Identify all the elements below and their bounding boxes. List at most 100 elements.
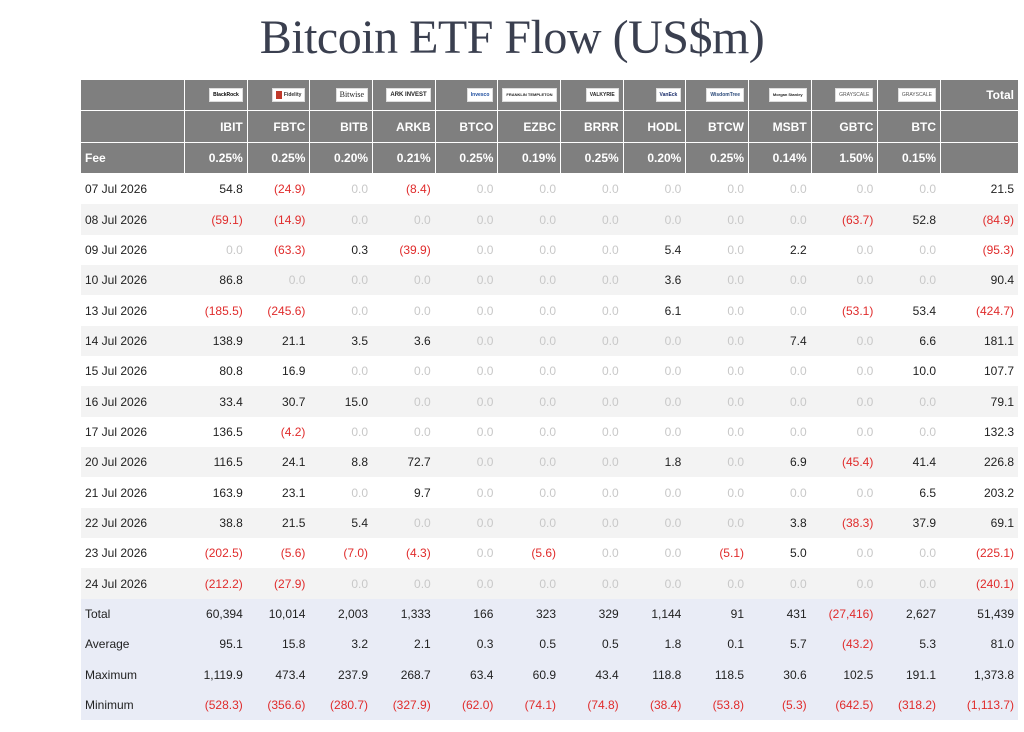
summary-rows: Total 60,394 10,014 2,003 1,333 166 323 329 1,14… — [81, 598, 1018, 721]
date-cell: 08 Jul 2026 — [81, 204, 185, 235]
issuer-logo: Fidelity — [246, 80, 310, 111]
flow-cell: 6.1 — [622, 295, 686, 326]
date-cell: 22 Jul 2026 — [81, 507, 185, 539]
flow-cell: 0.3 — [309, 234, 373, 266]
fee-total-blank — [940, 143, 1018, 174]
summary-cell: (38.4) — [622, 689, 686, 721]
bitwise-logo: Bitwise — [335, 88, 369, 103]
issuer-logo: Invesco — [434, 80, 498, 111]
table-row: 08 Jul 2026 (59.1) (14.9) 0.0 0.0 0.0 0.0 0.0 0.… — [81, 204, 1018, 235]
summary-cell: 0.3 — [434, 629, 498, 660]
summary-cell: (642.5) — [810, 689, 878, 721]
flow-cell: 0.0 — [685, 507, 748, 539]
flow-cell: 0.0 — [497, 477, 561, 508]
franklin-logo: FRANKLIN TEMPLETON — [502, 88, 557, 103]
date-cell: 07 Jul 2026 — [81, 174, 185, 205]
flow-cell: 0.0 — [685, 477, 748, 508]
ticker-total-blank — [940, 111, 1018, 143]
row-total-cell: 107.7 — [940, 356, 1018, 387]
flow-cell: (7.0) — [309, 538, 373, 569]
date-cell: 23 Jul 2026 — [81, 538, 185, 569]
summary-cell: 81.0 — [940, 629, 1018, 660]
flow-cell: 0.0 — [309, 416, 373, 448]
flow-cell: (63.3) — [246, 234, 310, 266]
etf-flow-table: BlackRock Fidelity Bitwise ARK INVEST In… — [81, 80, 1018, 721]
flow-cell: 3.6 — [372, 325, 435, 357]
summary-cell: 191.1 — [877, 659, 941, 690]
fee-cell: 1.50% — [810, 143, 878, 174]
ticker-header: IBIT — [184, 111, 247, 143]
summary-label: Minimum — [81, 689, 185, 721]
flow-cell: 41.4 — [877, 447, 941, 478]
flow-cell: 0.0 — [560, 538, 623, 569]
flow-cell: 3.5 — [309, 325, 373, 357]
flow-cell: 0.0 — [309, 204, 373, 235]
flow-cell: 0.0 — [748, 295, 811, 326]
flow-cell: 3.6 — [622, 265, 686, 296]
flow-cell: 0.0 — [748, 356, 811, 387]
flow-cell: 0.0 — [622, 416, 686, 448]
flow-cell: 0.0 — [622, 538, 686, 569]
summary-cell: 0.5 — [497, 629, 561, 660]
flow-cell: 0.0 — [497, 507, 561, 539]
flow-cell: 0.0 — [685, 265, 748, 296]
date-cell: 15 Jul 2026 — [81, 356, 185, 387]
flow-cell: 0.0 — [685, 416, 748, 448]
flow-cell: 0.0 — [685, 204, 748, 235]
flow-cell: 6.6 — [877, 325, 941, 357]
flow-cell: 0.0 — [372, 568, 435, 599]
flow-cell: 0.0 — [748, 568, 811, 599]
row-total-cell: (240.1) — [940, 568, 1018, 599]
flow-cell: 5.4 — [622, 234, 686, 266]
flow-cell: 10.0 — [877, 356, 941, 387]
flow-cell: 0.0 — [622, 477, 686, 508]
summary-cell: (74.1) — [497, 689, 561, 721]
ticker-header: BTC — [877, 111, 941, 143]
summary-cell: 166 — [434, 598, 498, 630]
flow-cell: 21.1 — [246, 325, 310, 357]
flow-cell: 0.0 — [810, 386, 878, 417]
fee-row: Fee 0.25% 0.25% 0.20% 0.21% 0.25% 0.19% … — [81, 143, 1018, 174]
flow-cell: 0.0 — [372, 204, 435, 235]
summary-cell: 329 — [560, 598, 623, 630]
flow-cell: 0.0 — [560, 325, 623, 357]
flow-cell: 0.0 — [434, 447, 498, 478]
summary-cell: 15.8 — [246, 629, 310, 660]
vaneck-logo: VanEck — [655, 88, 682, 103]
issuer-logo: WisdomTree — [685, 80, 748, 111]
summary-cell: (5.3) — [748, 689, 811, 721]
flow-cell: 0.0 — [877, 416, 941, 448]
date-cell: 21 Jul 2026 — [81, 477, 185, 508]
flow-cell: 0.0 — [434, 386, 498, 417]
flow-cell: 0.0 — [748, 386, 811, 417]
fee-cell: 0.25% — [246, 143, 310, 174]
flow-cell: 0.0 — [372, 295, 435, 326]
summary-cell: 473.4 — [246, 659, 310, 690]
summary-cell: (318.2) — [877, 689, 941, 721]
flow-cell: 38.8 — [184, 507, 247, 539]
flow-cell: (4.3) — [372, 538, 435, 569]
flow-cell: 0.0 — [685, 568, 748, 599]
summary-cell: 63.4 — [434, 659, 498, 690]
flow-cell: 30.7 — [246, 386, 310, 417]
flow-cell: (202.5) — [184, 538, 247, 569]
flow-cell: 138.9 — [184, 325, 247, 357]
flow-cell: 86.8 — [184, 265, 247, 296]
summary-cell: 323 — [497, 598, 561, 630]
flow-cell: (45.4) — [810, 447, 878, 478]
row-total-cell: 69.1 — [940, 507, 1018, 539]
table-row: 14 Jul 2026 138.9 21.1 3.5 3.6 0.0 0.0 0.0 0.0 0.… — [81, 325, 1018, 357]
date-cell: 24 Jul 2026 — [81, 568, 185, 599]
table-row: 16 Jul 2026 33.4 30.7 15.0 0.0 0.0 0.0 0.0 0.0 0.… — [81, 386, 1018, 417]
summary-cell: 237.9 — [309, 659, 373, 690]
summary-cell: 1,333 — [372, 598, 435, 630]
flow-cell: 3.8 — [748, 507, 811, 539]
flow-cell: 0.0 — [685, 174, 748, 205]
summary-cell: (1,113.7) — [940, 689, 1018, 721]
flow-cell: 0.0 — [497, 234, 561, 266]
flow-cell: 0.0 — [309, 568, 373, 599]
summary-cell: (43.2) — [810, 629, 878, 660]
flow-cell: 0.0 — [560, 416, 623, 448]
fee-cell: 0.25% — [685, 143, 748, 174]
flow-cell: 0.0 — [877, 538, 941, 569]
